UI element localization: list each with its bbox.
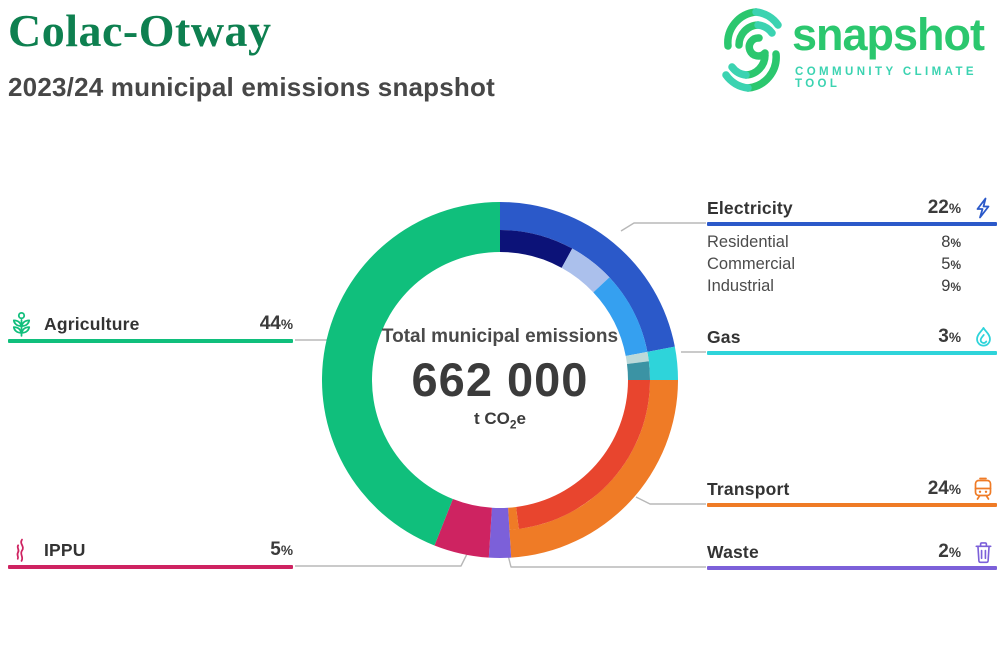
total-unit: t CO2e <box>474 409 526 432</box>
page-subtitle: 2023/24 municipal emissions snapshot <box>8 72 495 102</box>
electricity-underline <box>707 222 997 226</box>
ippu-underline <box>8 565 293 569</box>
agriculture-underline <box>8 339 293 343</box>
snapshot-logo[interactable]: snapshot COMMUNITY CLIMATE TOOL <box>710 2 1000 98</box>
electricity-bolt-icon <box>969 195 997 221</box>
transport-label: Transport <box>707 478 790 499</box>
donut-chart[interactable] <box>320 200 680 560</box>
donut-subsegment-transport-0[interactable] <box>516 380 650 529</box>
donut-subsegment-gas-1[interactable] <box>626 361 650 380</box>
callout-gas: Gas 3% <box>707 324 997 355</box>
snapshot-logo-tagline: COMMUNITY CLIMATE TOOL <box>795 66 977 90</box>
donut-subsegment-transport-1[interactable] <box>508 506 519 530</box>
waste-underline <box>707 566 997 570</box>
donut-center-label: Total municipal emissions 662 000 t CO2e <box>350 326 650 431</box>
page-title: Colac-Otway <box>8 5 272 56</box>
ippu-label: IPPU <box>44 539 86 560</box>
gas-flame-icon <box>969 324 997 350</box>
electricity-sub-commercial: Commercial 5% <box>707 254 961 273</box>
donut-subsegment-gas-0[interactable] <box>625 351 649 364</box>
waste-pct: 2% <box>938 541 961 562</box>
callout-ippu: IPPU 5% <box>8 536 293 569</box>
snapshot-logo-word: snapshot <box>792 9 985 60</box>
donut-segment-transport[interactable] <box>509 380 678 558</box>
total-value: 662 000 <box>411 353 589 406</box>
donut-segment-agriculture[interactable] <box>321 202 500 546</box>
agriculture-label: Agriculture <box>44 313 140 334</box>
donut-subsegment-electricity-commercial[interactable] <box>561 248 610 293</box>
waste-trash-icon <box>969 539 997 565</box>
donut-segment-gas[interactable] <box>647 346 678 380</box>
ippu-pct: 5% <box>270 539 293 560</box>
donut-subsegment-electricity-industrial[interactable] <box>593 277 648 357</box>
gas-label: Gas <box>707 326 741 347</box>
ippu-smoke-icon <box>8 537 34 563</box>
transport-train-icon <box>969 476 997 502</box>
transport-pct: 24% <box>927 478 961 499</box>
donut-segment-ippu[interactable] <box>434 499 492 558</box>
donut-segment-electricity[interactable] <box>500 202 675 352</box>
waste-label: Waste <box>707 541 759 562</box>
donut-subsegment-electricity-residential[interactable] <box>500 230 573 268</box>
electricity-label: Electricity <box>707 197 793 218</box>
electricity-sub-residential: Residential 8% <box>707 232 961 251</box>
donut-segment-waste[interactable] <box>488 507 512 559</box>
callout-transport: Transport 24% <box>707 476 997 507</box>
callout-waste: Waste 2% <box>707 539 997 570</box>
callout-agriculture: Agriculture 44% <box>8 310 293 343</box>
gas-pct: 3% <box>938 326 961 347</box>
total-caption: Total municipal emissions <box>381 326 619 347</box>
agriculture-plant-icon <box>8 311 34 337</box>
transport-underline <box>707 503 997 507</box>
agriculture-pct: 44% <box>259 313 293 334</box>
snapshot-logo-icon <box>722 8 782 92</box>
electricity-sub-industrial: Industrial 9% <box>707 276 961 295</box>
gas-underline <box>707 351 997 355</box>
electricity-pct: 22% <box>927 197 961 218</box>
callout-electricity: Electricity 22% Residential 8% Commercia… <box>707 195 997 297</box>
